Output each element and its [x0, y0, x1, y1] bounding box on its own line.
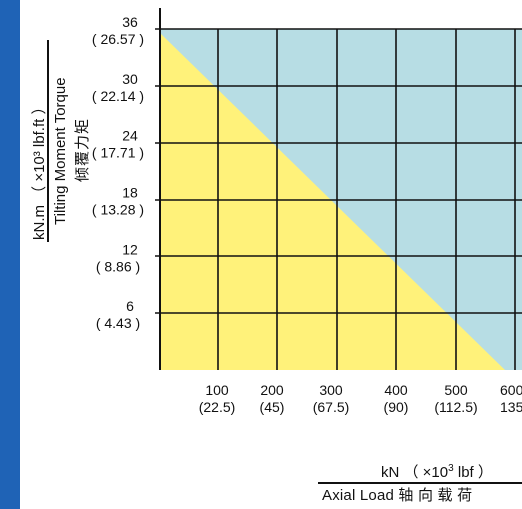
x-tick-alt-label: (22.5): [199, 399, 236, 415]
y-tick-alt-label: ( 4.43 ): [96, 315, 140, 331]
y-tick-alt-label: ( 13.28 ): [92, 202, 144, 218]
y-tick-alt-label: ( 26.57 ): [92, 31, 144, 47]
x-tick-label: 400: [384, 382, 408, 398]
y-axis-title-cn: 倾覆力矩: [74, 117, 91, 182]
y-tick-alt-label: ( 8.86 ): [96, 258, 140, 274]
y-tick-label: 30: [122, 71, 138, 87]
x-tick-alt-label: (112.5): [434, 399, 477, 415]
x-axis-title: Axial Load 轴 向 载 荷: [322, 487, 473, 504]
y-tick-label: 24: [122, 128, 138, 144]
y-axis-title-rule: [47, 40, 49, 242]
y-axis-title: Tilting Moment Torque: [52, 77, 69, 225]
x-tick-label: 300: [319, 382, 343, 398]
x-axis-units-suffix: lbf ）: [453, 464, 493, 481]
y-tick-alt-label: ( 17.71 ): [92, 145, 144, 161]
safe-load-area: [160, 33, 505, 370]
x-tick-alt-label: (45): [260, 399, 285, 415]
x-tick-alt-label: (67.5): [313, 399, 350, 415]
y-tick-label: 6: [126, 298, 134, 314]
x-tick-alt-label: (90): [384, 399, 409, 415]
x-tick-label: 200: [260, 382, 284, 398]
y-axis-units: kN.m （ ×10³ lbf.ft ）: [31, 99, 48, 240]
y-tick-label: 12: [122, 241, 138, 257]
grid-lines: [155, 28, 522, 370]
x-tick-labels: 100(22.5) 200(45) 300(67.5) 400(90) 500(112.…: [199, 382, 522, 415]
x-axis-units-exponent: 3: [448, 463, 454, 474]
left-accent-strip: [0, 0, 20, 509]
y-tick-labels: 6( 4.43 ) 12( 8.86 ) 18( 13.28 ) 24( 17.71 …: [92, 14, 144, 331]
x-axis-units: kN （ ×103 lbf ）: [381, 461, 493, 482]
y-tick-alt-label: ( 22.14 ): [92, 88, 144, 104]
x-tick-label: 500: [444, 382, 468, 398]
y-tick-label: 18: [122, 185, 138, 201]
x-axis-units-prefix: kN （ ×10: [381, 464, 449, 481]
x-axis-title-rule: [318, 482, 522, 484]
x-tick-label: 600: [500, 382, 522, 398]
y-tick-label: 36: [122, 14, 138, 30]
x-tick-label: 100: [205, 382, 229, 398]
x-tick-alt-label: 135: [500, 399, 522, 415]
